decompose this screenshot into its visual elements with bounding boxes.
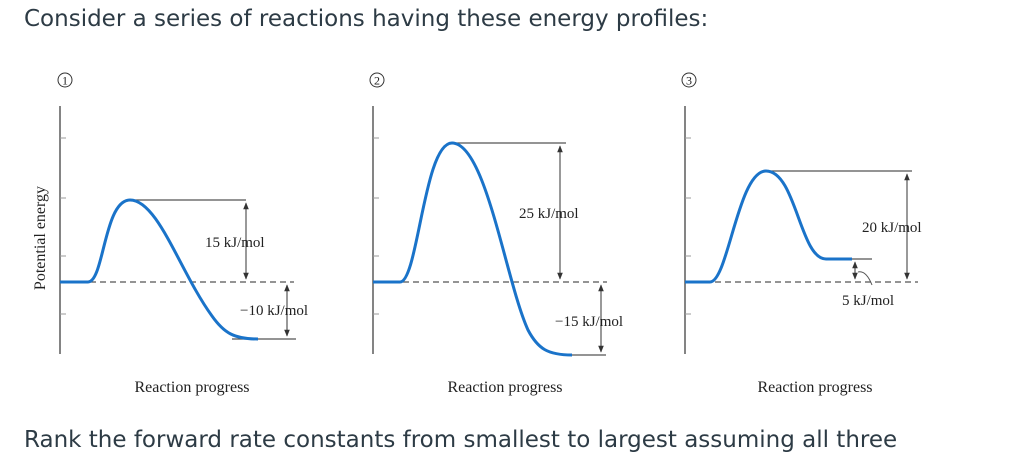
profile-2-delta-label: −15 kJ/mol <box>555 314 623 330</box>
y-axis-label: Potential energy <box>32 186 49 290</box>
profile-3-curve <box>685 169 852 284</box>
profile-3-number: 3 <box>686 74 692 88</box>
profile-2-number-circle <box>369 72 385 88</box>
profile-3-activation-label: 20 kJ/mol <box>862 220 922 236</box>
profile-1-delta-label: −10 kJ/mol <box>240 303 308 319</box>
profile-1-number: 1 <box>62 74 68 88</box>
profile-1-number-circle <box>57 72 73 88</box>
profile-1-activation-label: 15 kJ/mol <box>205 235 265 251</box>
profile-1: 1 15 kJ/mol −10 kJ/mol Reaction progress <box>57 72 308 396</box>
profile-3-delta-label: 5 kJ/mol <box>842 293 894 309</box>
profile-2-curve <box>373 141 573 357</box>
intro-text: Consider a series of reactions having th… <box>24 6 709 32</box>
profile-1-x-axis-label: Reaction progress <box>134 379 249 396</box>
profile-2-activation-label: 25 kJ/mol <box>519 206 579 222</box>
profile-2: 2 25 kJ/mol −15 kJ/mol Reaction progress <box>369 72 623 396</box>
profile-3-leader-line <box>857 271 873 286</box>
profile-2-number: 2 <box>374 74 380 88</box>
profile-1-curve <box>60 198 259 341</box>
profile-2-x-axis-label: Reaction progress <box>447 379 562 396</box>
energy-profiles-figure: Potential energy 1 15 kJ/mol −10 kJ/mol … <box>32 72 922 396</box>
question-text: Rank the forward rate constants from sma… <box>24 427 898 453</box>
profile-3: 3 20 kJ/mol 5 kJ/mol Reaction progress <box>681 72 922 396</box>
profile-3-x-axis-label: Reaction progress <box>757 379 872 396</box>
profile-3-number-circle <box>681 72 697 88</box>
